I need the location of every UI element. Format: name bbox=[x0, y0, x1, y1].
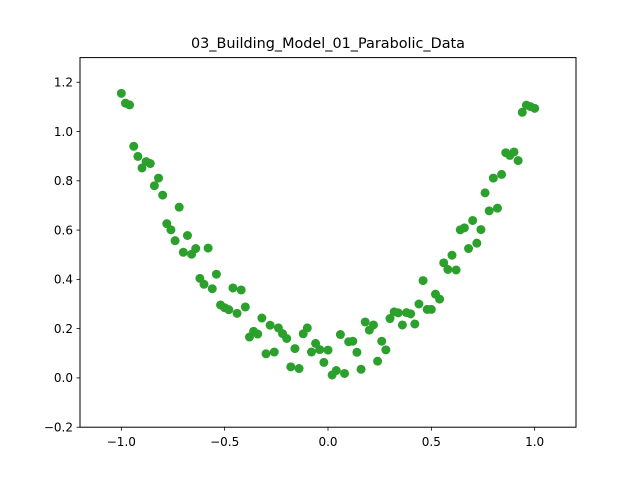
data-point bbox=[199, 279, 209, 289]
data-point bbox=[302, 323, 312, 333]
data-point bbox=[484, 206, 494, 216]
data-point bbox=[509, 147, 519, 157]
data-point bbox=[178, 247, 188, 257]
data-point bbox=[265, 320, 275, 330]
data-point bbox=[447, 250, 457, 260]
data-point bbox=[497, 169, 507, 179]
data-point bbox=[492, 203, 502, 213]
x-tick-label: −0.5 bbox=[210, 435, 239, 449]
data-point bbox=[170, 236, 180, 246]
data-point bbox=[294, 364, 304, 374]
data-point bbox=[290, 344, 300, 354]
data-point bbox=[315, 345, 325, 355]
data-point bbox=[203, 243, 213, 253]
data-point bbox=[129, 141, 139, 151]
x-tick-label: 0.5 bbox=[422, 435, 441, 449]
y-tick-label: 0.4 bbox=[54, 273, 73, 287]
data-point bbox=[352, 347, 362, 357]
data-point bbox=[236, 285, 246, 295]
data-point bbox=[207, 284, 217, 294]
data-point bbox=[125, 100, 135, 110]
data-point bbox=[476, 225, 486, 235]
data-point bbox=[393, 308, 403, 318]
data-points bbox=[116, 88, 540, 380]
data-point bbox=[174, 202, 184, 212]
data-point bbox=[257, 313, 267, 323]
data-point bbox=[381, 345, 391, 355]
data-point bbox=[517, 107, 527, 117]
data-point bbox=[149, 181, 159, 191]
data-point bbox=[116, 88, 126, 98]
data-point bbox=[530, 103, 540, 113]
data-point bbox=[406, 309, 416, 319]
data-point bbox=[385, 314, 395, 324]
data-point bbox=[439, 258, 449, 268]
data-point bbox=[182, 231, 192, 240]
data-point bbox=[269, 347, 279, 357]
data-point bbox=[306, 347, 316, 357]
data-point bbox=[480, 188, 490, 198]
data-point bbox=[414, 299, 424, 309]
y-axis: −0.2 0.0 0.2 0.4 0.6 0.8 1.0 1.2 bbox=[44, 76, 80, 435]
x-axis: −1.0 −0.5 0.0 0.5 1.0 bbox=[107, 427, 544, 449]
data-point bbox=[240, 302, 250, 312]
data-point bbox=[368, 320, 378, 330]
data-point bbox=[435, 294, 445, 304]
y-tick-label: 1.2 bbox=[54, 76, 73, 90]
data-point bbox=[211, 269, 221, 279]
y-tick-label: 0.2 bbox=[54, 322, 73, 336]
data-point bbox=[282, 334, 292, 343]
y-tick-label: −0.2 bbox=[44, 421, 73, 435]
data-point bbox=[331, 366, 341, 376]
data-point bbox=[137, 163, 147, 173]
data-point bbox=[459, 223, 469, 233]
data-point bbox=[166, 225, 176, 235]
data-point bbox=[468, 215, 478, 225]
data-point bbox=[335, 330, 345, 340]
y-tick-label: 0.8 bbox=[54, 174, 73, 188]
data-point bbox=[145, 159, 155, 169]
data-point bbox=[133, 151, 143, 161]
y-tick-label: 0.0 bbox=[54, 371, 73, 385]
data-point bbox=[232, 308, 242, 318]
data-point bbox=[397, 320, 407, 330]
data-point bbox=[228, 283, 238, 293]
data-point bbox=[513, 156, 523, 166]
data-point bbox=[261, 349, 271, 359]
data-point bbox=[464, 244, 474, 254]
data-point bbox=[426, 304, 436, 314]
y-tick-label: 1.0 bbox=[54, 125, 73, 139]
data-point bbox=[253, 329, 263, 339]
data-point bbox=[154, 173, 164, 183]
data-point bbox=[488, 173, 498, 183]
y-tick-label: 0.6 bbox=[54, 223, 73, 237]
data-point bbox=[451, 265, 461, 275]
data-point bbox=[158, 190, 168, 200]
data-point bbox=[191, 244, 201, 254]
data-point bbox=[356, 364, 366, 374]
x-tick-label: 1.0 bbox=[525, 435, 544, 449]
data-point bbox=[377, 336, 387, 346]
x-tick-label: 0.0 bbox=[318, 435, 337, 449]
data-point bbox=[340, 368, 350, 378]
data-point bbox=[319, 357, 329, 367]
data-point bbox=[224, 305, 234, 315]
data-point bbox=[286, 362, 296, 372]
data-point bbox=[443, 265, 453, 274]
data-point bbox=[373, 356, 383, 366]
data-point bbox=[410, 319, 420, 329]
data-point bbox=[323, 345, 333, 355]
data-point bbox=[418, 276, 428, 286]
data-point bbox=[348, 336, 358, 346]
x-tick-label: −1.0 bbox=[107, 435, 136, 449]
data-point bbox=[472, 238, 482, 248]
data-point bbox=[360, 317, 370, 327]
chart-title: 03_Building_Model_01_Parabolic_Data bbox=[191, 36, 465, 52]
